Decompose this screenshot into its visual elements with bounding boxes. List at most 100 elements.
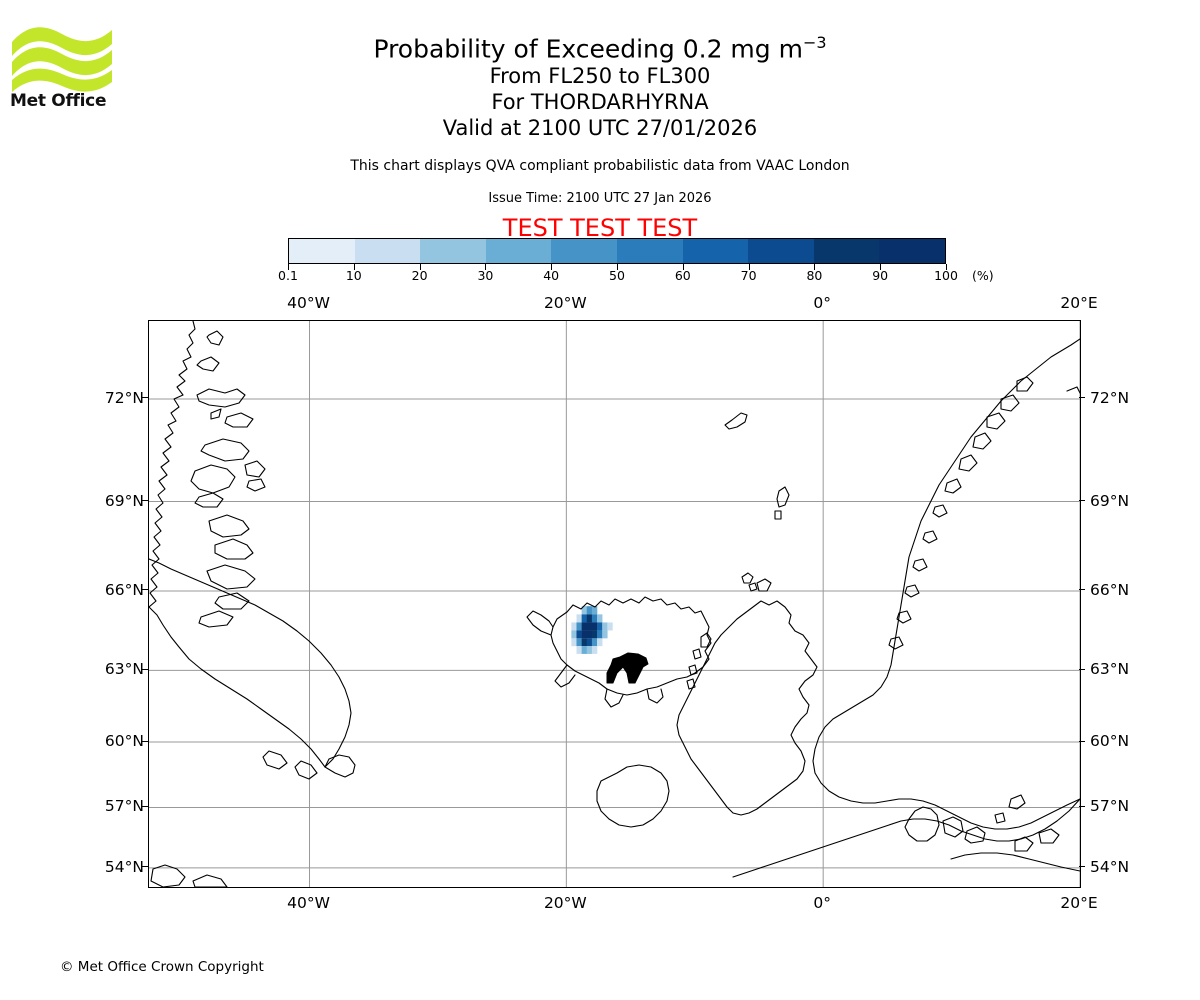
colorbar-band-2 <box>420 239 486 263</box>
colorbar-tick-label-6: 60 <box>674 268 691 283</box>
graticule-gridlines <box>149 321 1080 887</box>
valid-time-subtitle: Valid at 2100 UTC 27/01/2026 <box>442 116 758 140</box>
plume-cell-9 <box>576 622 582 631</box>
plume-cell-25 <box>581 638 588 647</box>
longitude-label-bot-3: 20°E <box>1060 894 1098 912</box>
colorbar-tick-5 <box>617 264 618 270</box>
latitude-tick-left-6 <box>142 866 148 868</box>
latitude-label-left-6: 54°N <box>104 857 144 876</box>
plume-cell-7 <box>597 614 603 623</box>
latitude-tick-left-4 <box>142 740 148 742</box>
page-title-text: Probability of Exceeding 0.2 mg m <box>373 34 803 64</box>
colorbar-tick-4 <box>551 264 553 270</box>
longitude-label-bot-1: 20°W <box>543 894 587 912</box>
colorbar-band-1 <box>354 239 421 263</box>
vatnajokull-glacier <box>606 652 649 684</box>
latitude-tick-right-2 <box>1079 589 1085 591</box>
colorbar-band-6 <box>682 239 749 263</box>
colorbar-ticks <box>288 264 947 272</box>
colorbar-tick-1 <box>353 264 355 270</box>
map-panel[interactable] <box>148 320 1081 888</box>
latitude-tick-left-5 <box>142 805 148 807</box>
colorbar-band-7 <box>748 239 814 263</box>
plume-cell-29 <box>576 646 582 654</box>
met-office-waves-icon <box>12 27 112 92</box>
test-banner: TEST TEST TEST <box>502 214 698 242</box>
colorbar-tick-9 <box>880 264 882 270</box>
colorbar-tick-8 <box>814 264 816 270</box>
longitude-label-top-1: 20°W <box>543 294 587 312</box>
latitude-label-right-3: 63°N <box>1090 660 1130 679</box>
plume-cell-4 <box>581 614 588 623</box>
plume-cell-1 <box>586 606 593 615</box>
latitude-label-left-1: 69°N <box>104 491 144 510</box>
plume-cell-22 <box>602 630 608 639</box>
issue-time: Issue Time: 2100 UTC 27 Jan 2026 <box>488 191 712 206</box>
colorbar-tick-label-8: 80 <box>806 268 823 283</box>
colorbar-band-5 <box>616 239 683 263</box>
latitude-label-left-0: 72°N <box>104 388 144 407</box>
plume-cell-16 <box>571 630 577 639</box>
plume-cell-3 <box>576 614 582 623</box>
colorbar-tick-label-0: 0.1 <box>278 268 298 283</box>
plume-cell-12 <box>591 622 598 631</box>
latitude-tick-right-5 <box>1079 805 1085 807</box>
latitude-tick-left-3 <box>142 668 148 670</box>
met-office-logo <box>10 22 114 112</box>
latitude-tick-right-0 <box>1079 397 1085 399</box>
flight-level-subtitle: From FL250 to FL300 <box>489 64 711 88</box>
latitude-tick-left-2 <box>142 589 148 591</box>
longitude-label-bot-2: 0° <box>813 894 831 912</box>
colorbar-band-8 <box>813 239 880 263</box>
latitude-tick-right-4 <box>1079 740 1085 742</box>
plume-cell-8 <box>571 622 577 631</box>
page-title-exponent: −3 <box>802 33 827 52</box>
plume-cell-6 <box>591 614 598 623</box>
coastlines <box>149 321 1080 887</box>
colorbar-tick-label-3: 30 <box>477 268 494 283</box>
latitude-label-left-3: 63°N <box>104 660 144 679</box>
colorbar-tick-labels: 0.1 10 20 30 40 50 60 70 80 90 100 <box>0 268 1200 286</box>
latitude-label-left-5: 57°N <box>104 797 144 816</box>
latitude-label-left-2: 66°N <box>104 580 144 599</box>
plume-cell-0 <box>581 606 588 615</box>
colorbar-tick-label-4: 40 <box>543 268 560 283</box>
longitude-label-top-3: 20°E <box>1060 294 1098 312</box>
colorbar-tick-6 <box>682 264 684 270</box>
latitude-label-left-4: 60°N <box>104 732 144 751</box>
plume-cell-28 <box>597 638 603 647</box>
plume-cell-19 <box>586 630 593 639</box>
colorbar-tick-label-5: 50 <box>609 268 625 283</box>
colorbar-tick-3 <box>485 264 487 270</box>
colorbar-gradient <box>288 238 946 264</box>
plume-cell-23 <box>571 638 577 647</box>
plume-cell-20 <box>591 630 598 639</box>
plume-cell-26 <box>586 638 593 647</box>
plume-cell-31 <box>586 646 593 654</box>
met-office-wordmark: Met Office <box>10 91 107 111</box>
colorbar-tick-2 <box>419 264 421 270</box>
longitude-label-top-0: 40°W <box>287 294 330 312</box>
plume-cell-11 <box>586 622 593 631</box>
colorbar-tick-label-10: 100 <box>934 268 958 283</box>
latitude-label-right-4: 60°N <box>1090 732 1130 751</box>
plume-cell-30 <box>581 646 588 654</box>
latitude-tick-right-3 <box>1079 668 1085 670</box>
colorbar-tick-label-9: 90 <box>872 268 889 283</box>
colorbar-tick-7 <box>748 264 750 270</box>
copyright-notice: © Met Office Crown Copyright <box>60 959 264 975</box>
plume-cell-17 <box>576 630 582 639</box>
latitude-tick-left-1 <box>142 500 148 502</box>
latitude-label-right-2: 66°N <box>1090 580 1130 599</box>
colorbar-tick-label-7: 70 <box>740 268 757 283</box>
latitude-label-right-5: 57°N <box>1090 797 1130 816</box>
latitude-label-right-0: 72°N <box>1090 388 1130 407</box>
plume-cell-14 <box>602 622 608 631</box>
colorbar-band-0 <box>289 239 355 263</box>
plume-cell-10 <box>581 622 588 631</box>
colorbar-tick-label-1: 10 <box>345 268 362 283</box>
longitude-label-top-2: 0° <box>813 294 831 312</box>
latitude-label-right-6: 54°N <box>1090 857 1130 876</box>
ash-plume-probability-raster <box>571 606 613 654</box>
colorbar-tick-label-2: 20 <box>411 268 428 283</box>
